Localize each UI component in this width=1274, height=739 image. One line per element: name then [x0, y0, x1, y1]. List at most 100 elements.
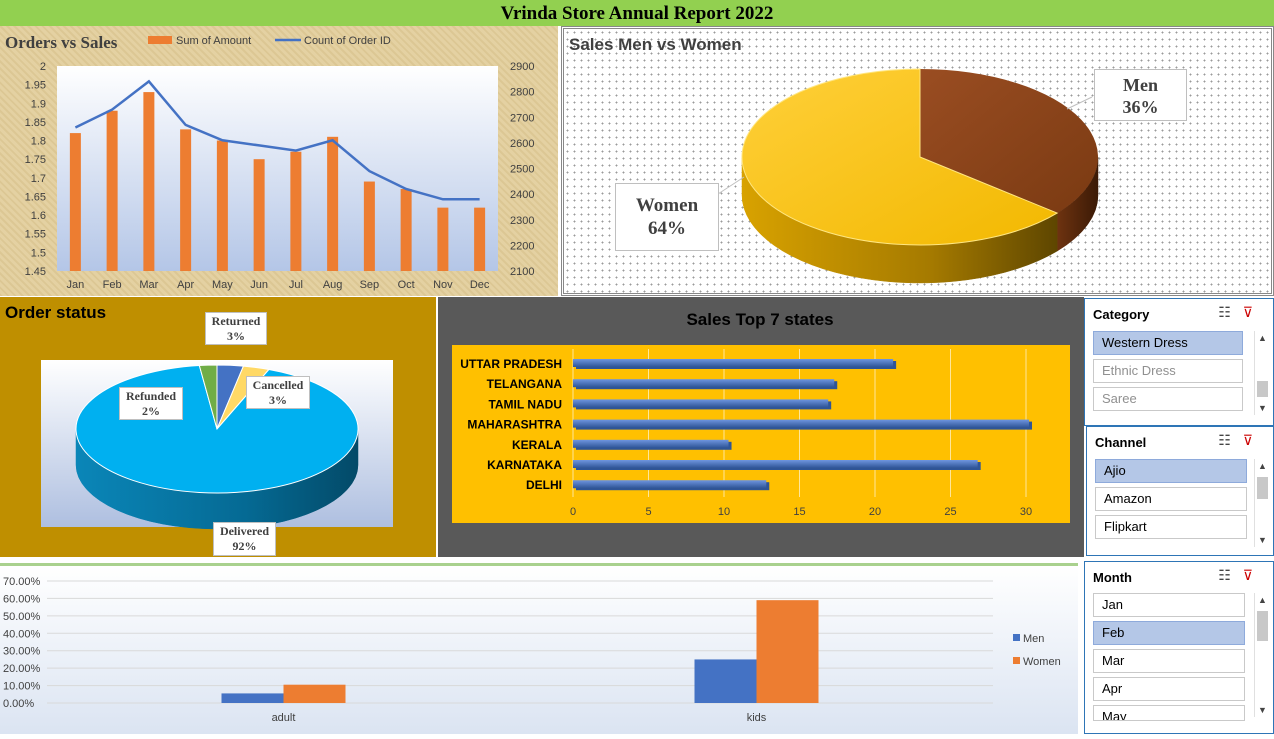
y-right-tick-label: 2700 [510, 112, 534, 124]
state-bar [573, 359, 894, 367]
month-slicer-title: Month [1093, 570, 1132, 585]
clear-filter-icon[interactable]: ⊽ [1242, 567, 1265, 583]
state-x-tick-label: 20 [869, 506, 881, 518]
state-label: TAMIL NADU [488, 397, 562, 411]
channel-item-flipkart[interactable]: Flipkart [1095, 515, 1247, 539]
scroll-down-icon[interactable]: ▼ [1258, 403, 1267, 413]
channel-item-amazon[interactable]: Amazon [1095, 487, 1247, 511]
month-item-mar[interactable]: Mar [1093, 649, 1245, 673]
state-bar [573, 439, 729, 448]
month-scrollbar[interactable]: ▲ ▼ [1254, 593, 1269, 717]
state-label: MAHARASHTRA [467, 418, 562, 432]
state-bar [573, 419, 1030, 428]
age-x-tick-label: adult [272, 712, 296, 724]
returned-label-pct: 3% [227, 329, 245, 343]
state-label: KARNATAKA [487, 458, 562, 472]
y-left-tick-label: 1.55 [25, 229, 46, 241]
x-tick-label: Jun [250, 279, 268, 291]
month-item-feb[interactable]: Feb [1093, 621, 1245, 645]
category-item-ethnic-dress[interactable]: Ethnic Dress [1093, 359, 1243, 383]
x-tick-label: Aug [323, 279, 343, 291]
women-data-label: Women 64% [615, 183, 719, 251]
state-label: TELANGANA [487, 377, 563, 391]
month-item-jan[interactable]: Jan [1093, 593, 1245, 617]
y-right-tick-label: 2900 [510, 61, 534, 73]
top-states-plot-area [452, 345, 1070, 523]
y-right-tick-label: 2500 [510, 164, 534, 176]
report-title: Vrinda Store Annual Report 2022 [0, 0, 1274, 26]
women-leader-line [717, 176, 745, 195]
x-tick-label: Nov [433, 279, 453, 291]
category-item-saree[interactable]: Saree [1093, 387, 1243, 411]
cancelled-data-label: Cancelled 3% [246, 376, 310, 409]
x-tick-label: Sep [360, 279, 380, 291]
legend-swatch-amount [148, 36, 172, 44]
orders-vs-sales-panel[interactable]: Orders vs Sales Sum of Amount Count of O… [0, 26, 558, 296]
clear-filter-icon[interactable]: ⊽ [1242, 304, 1265, 320]
legend-label-women: Women [1023, 656, 1061, 668]
women-label-pct: 64% [648, 218, 686, 239]
amount-bar [474, 207, 486, 271]
top-states-panel[interactable]: Sales Top 7 states UTTAR PRADESH TELANGAN… [438, 297, 1084, 557]
month-slicer[interactable]: Month ☷⊽ Jan Feb Mar Apr May ▲ ▼ [1084, 561, 1274, 734]
top-states-bar-chart: Sales Top 7 states UTTAR PRADESH TELANGAN… [452, 310, 1070, 523]
x-tick-label: Dec [470, 279, 490, 291]
state-x-tick-label: 15 [793, 506, 805, 518]
amount-bar [106, 110, 118, 272]
category-scrollbar[interactable]: ▲ ▼ [1254, 331, 1269, 415]
amount-bar [327, 136, 339, 271]
scroll-up-icon[interactable]: ▲ [1258, 461, 1267, 471]
multi-select-icon[interactable]: ☷ [1218, 304, 1243, 320]
month-item-apr[interactable]: Apr [1093, 677, 1245, 701]
age-bar-women [756, 600, 819, 703]
scroll-thumb[interactable] [1257, 611, 1268, 641]
y-left-tick-label: 1.85 [25, 117, 46, 129]
order-status-panel[interactable]: Order status Returned 3% Refunded 2% Can… [0, 297, 436, 557]
category-item-western-dress[interactable]: Western Dress [1093, 331, 1243, 355]
x-tick-label: Feb [103, 279, 122, 291]
amount-bar [69, 133, 81, 271]
channel-item-ajio[interactable]: Ajio [1095, 459, 1247, 483]
y-right-tick-label: 2100 [510, 266, 534, 278]
y-left-tick-label: 1.95 [25, 80, 46, 92]
y-left-tick-label: 1.65 [25, 191, 46, 203]
amount-bar [290, 151, 302, 271]
delivered-data-label: Delivered 92% [213, 522, 276, 556]
men-data-label: Men 36% [1094, 69, 1187, 121]
gender-sales-panel[interactable]: Sales Men vs Women Men 36% Women 64% [561, 26, 1274, 296]
refunded-label-pct: 2% [142, 404, 160, 418]
orders-plot-area [57, 66, 498, 271]
age-bar-women [283, 684, 346, 703]
scroll-up-icon[interactable]: ▲ [1258, 595, 1267, 605]
y-left-tick-label: 2 [40, 61, 46, 73]
channel-scrollbar[interactable]: ▲ ▼ [1254, 459, 1269, 547]
state-bar [573, 460, 978, 468]
age-y-tick-label: 30.00% [3, 646, 41, 658]
delivered-label-name: Delivered [219, 524, 270, 538]
category-slicer[interactable]: Category ☷⊽ Western Dress Ethnic Dress S… [1084, 298, 1274, 426]
channel-slicer[interactable]: Channel ☷⊽ Ajio Amazon Flipkart ▲ ▼ [1086, 426, 1274, 556]
age-y-tick-label: 60.00% [3, 593, 41, 605]
state-bar [573, 480, 767, 489]
scroll-down-icon[interactable]: ▼ [1258, 535, 1267, 545]
x-tick-label: Apr [177, 279, 194, 291]
women-slice [741, 68, 1059, 246]
state-x-tick-label: 25 [944, 506, 956, 518]
y-right-tick-label: 2800 [510, 87, 534, 99]
clear-filter-icon[interactable]: ⊽ [1242, 432, 1265, 448]
scroll-up-icon[interactable]: ▲ [1258, 333, 1267, 343]
x-tick-label: Jul [289, 279, 303, 291]
y-left-tick-label: 1.5 [31, 247, 46, 259]
age-gender-panel[interactable]: 70.00% 60.00% 50.00% 40.00% 30.00% 20.00% 10.0… [0, 563, 1078, 734]
state-bar [573, 379, 835, 388]
multi-select-icon[interactable]: ☷ [1218, 567, 1243, 583]
scroll-thumb[interactable] [1257, 381, 1268, 397]
month-item-may[interactable]: May [1093, 705, 1245, 721]
age-gender-bar-chart: 70.00% 60.00% 50.00% 40.00% 30.00% 20.00% 10.0… [3, 576, 1061, 724]
age-y-tick-label: 20.00% [3, 663, 41, 675]
scroll-down-icon[interactable]: ▼ [1258, 705, 1267, 715]
scroll-thumb[interactable] [1257, 477, 1268, 499]
amount-bar [216, 140, 228, 271]
multi-select-icon[interactable]: ☷ [1218, 432, 1243, 448]
amount-bar [400, 189, 412, 271]
